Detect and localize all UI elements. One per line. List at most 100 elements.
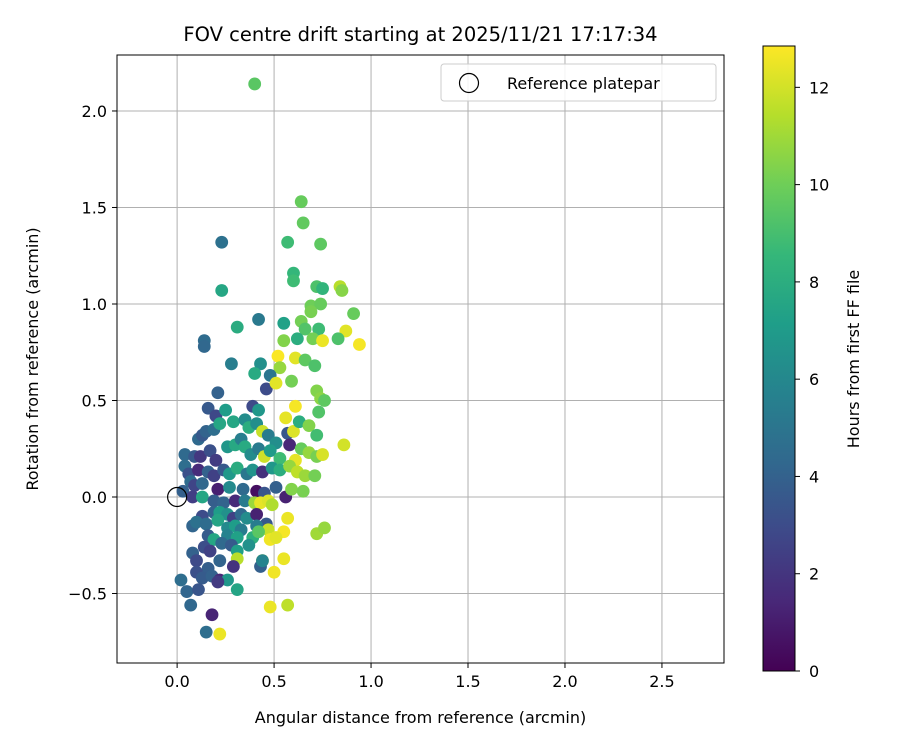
data-point bbox=[211, 386, 225, 400]
data-point bbox=[263, 444, 277, 458]
data-point bbox=[289, 399, 302, 413]
legend-box bbox=[440, 63, 717, 102]
data-point bbox=[213, 554, 227, 568]
data-point bbox=[271, 349, 285, 363]
data-point bbox=[230, 320, 244, 334]
data-point bbox=[306, 332, 320, 346]
legend-entry-label: Reference platepar bbox=[507, 74, 660, 93]
data-point bbox=[287, 274, 300, 288]
data-point bbox=[302, 419, 316, 432]
data-point bbox=[273, 452, 287, 465]
data-point bbox=[292, 415, 306, 429]
y-tick-label: 0.5 bbox=[82, 391, 107, 410]
data-point bbox=[240, 511, 254, 525]
data-point bbox=[246, 463, 260, 477]
data-point bbox=[316, 334, 329, 348]
data-point bbox=[261, 523, 275, 537]
data-point bbox=[269, 531, 283, 544]
x-axis-label: Angular distance from reference (arcmin) bbox=[255, 708, 586, 727]
data-point bbox=[304, 305, 318, 319]
data-point bbox=[209, 453, 223, 467]
data-points bbox=[174, 77, 366, 641]
data-point bbox=[265, 498, 279, 512]
data-point bbox=[228, 494, 242, 508]
data-point bbox=[211, 482, 225, 496]
data-point bbox=[281, 511, 295, 525]
data-point bbox=[279, 411, 293, 425]
data-point bbox=[250, 507, 264, 521]
data-point bbox=[331, 332, 345, 346]
colorbar-tick-label: 6 bbox=[809, 370, 819, 389]
x-tick-label: 1.5 bbox=[455, 672, 480, 691]
data-point bbox=[256, 554, 269, 568]
plot-frame bbox=[116, 54, 725, 664]
colorbar-label: Hours from first FF file bbox=[844, 270, 863, 449]
data-point bbox=[213, 627, 227, 641]
data-point bbox=[190, 554, 203, 568]
y-tick-label: 2.0 bbox=[82, 102, 107, 121]
y-tick-label: 1.5 bbox=[82, 198, 107, 217]
data-point bbox=[347, 307, 360, 321]
data-point bbox=[190, 515, 203, 529]
data-point bbox=[261, 428, 275, 442]
data-point bbox=[298, 469, 312, 483]
y-axis-label: Rotation from reference (arcmin) bbox=[23, 227, 42, 490]
data-point bbox=[289, 351, 302, 365]
data-point bbox=[353, 338, 366, 351]
data-point bbox=[296, 216, 310, 230]
data-point bbox=[192, 463, 205, 477]
x-tick-label: 0.0 bbox=[164, 672, 189, 691]
data-point bbox=[252, 403, 265, 417]
data-point bbox=[308, 359, 322, 373]
data-point bbox=[205, 608, 219, 622]
data-point bbox=[174, 573, 188, 587]
data-point bbox=[339, 324, 353, 338]
data-point bbox=[281, 598, 295, 612]
data-point bbox=[287, 424, 300, 438]
data-point bbox=[193, 450, 207, 463]
data-point bbox=[195, 571, 209, 585]
data-point bbox=[269, 376, 283, 390]
colorbar-tick-label: 10 bbox=[809, 176, 829, 195]
data-point bbox=[277, 552, 291, 566]
colorbar bbox=[763, 46, 795, 671]
data-point bbox=[335, 284, 349, 297]
x-axis-ticks: 0.0 0.5 1.0 1.5 2.0 2.5 bbox=[164, 663, 675, 691]
data-point bbox=[215, 284, 229, 297]
data-point bbox=[238, 494, 252, 508]
data-point bbox=[186, 490, 200, 504]
legend: Reference platepar bbox=[440, 63, 717, 102]
data-point bbox=[252, 313, 265, 326]
data-point bbox=[283, 438, 296, 452]
colorbar-tick-label: 2 bbox=[809, 565, 819, 584]
data-point bbox=[225, 357, 238, 371]
data-point bbox=[298, 322, 312, 336]
data-point bbox=[316, 282, 329, 295]
y-axis-ticks: −0.5 0.0 0.5 1.0 1.5 2.0 bbox=[68, 102, 117, 604]
data-point bbox=[294, 195, 308, 209]
data-point bbox=[199, 625, 213, 639]
data-point bbox=[308, 469, 322, 483]
data-point bbox=[236, 482, 250, 496]
colorbar-tick-label: 4 bbox=[809, 467, 819, 486]
data-point bbox=[219, 403, 233, 417]
data-point bbox=[211, 513, 225, 527]
data-point bbox=[312, 322, 326, 336]
data-point bbox=[203, 544, 217, 558]
data-point bbox=[312, 405, 326, 419]
colorbar-ticks: 0 2 4 6 8 10 12 bbox=[795, 78, 829, 681]
colorbar-tick-label: 0 bbox=[809, 662, 819, 681]
data-point bbox=[213, 417, 227, 431]
data-point bbox=[230, 583, 244, 597]
x-tick-label: 1.0 bbox=[358, 672, 383, 691]
data-point bbox=[184, 598, 198, 612]
y-tick-label: 0.0 bbox=[82, 488, 107, 507]
grid-lines bbox=[117, 55, 724, 663]
data-point bbox=[285, 374, 298, 388]
data-point bbox=[223, 480, 236, 494]
data-point bbox=[195, 490, 209, 504]
legend-marker-icon bbox=[458, 72, 480, 94]
data-point bbox=[256, 465, 269, 479]
data-point bbox=[314, 297, 328, 311]
